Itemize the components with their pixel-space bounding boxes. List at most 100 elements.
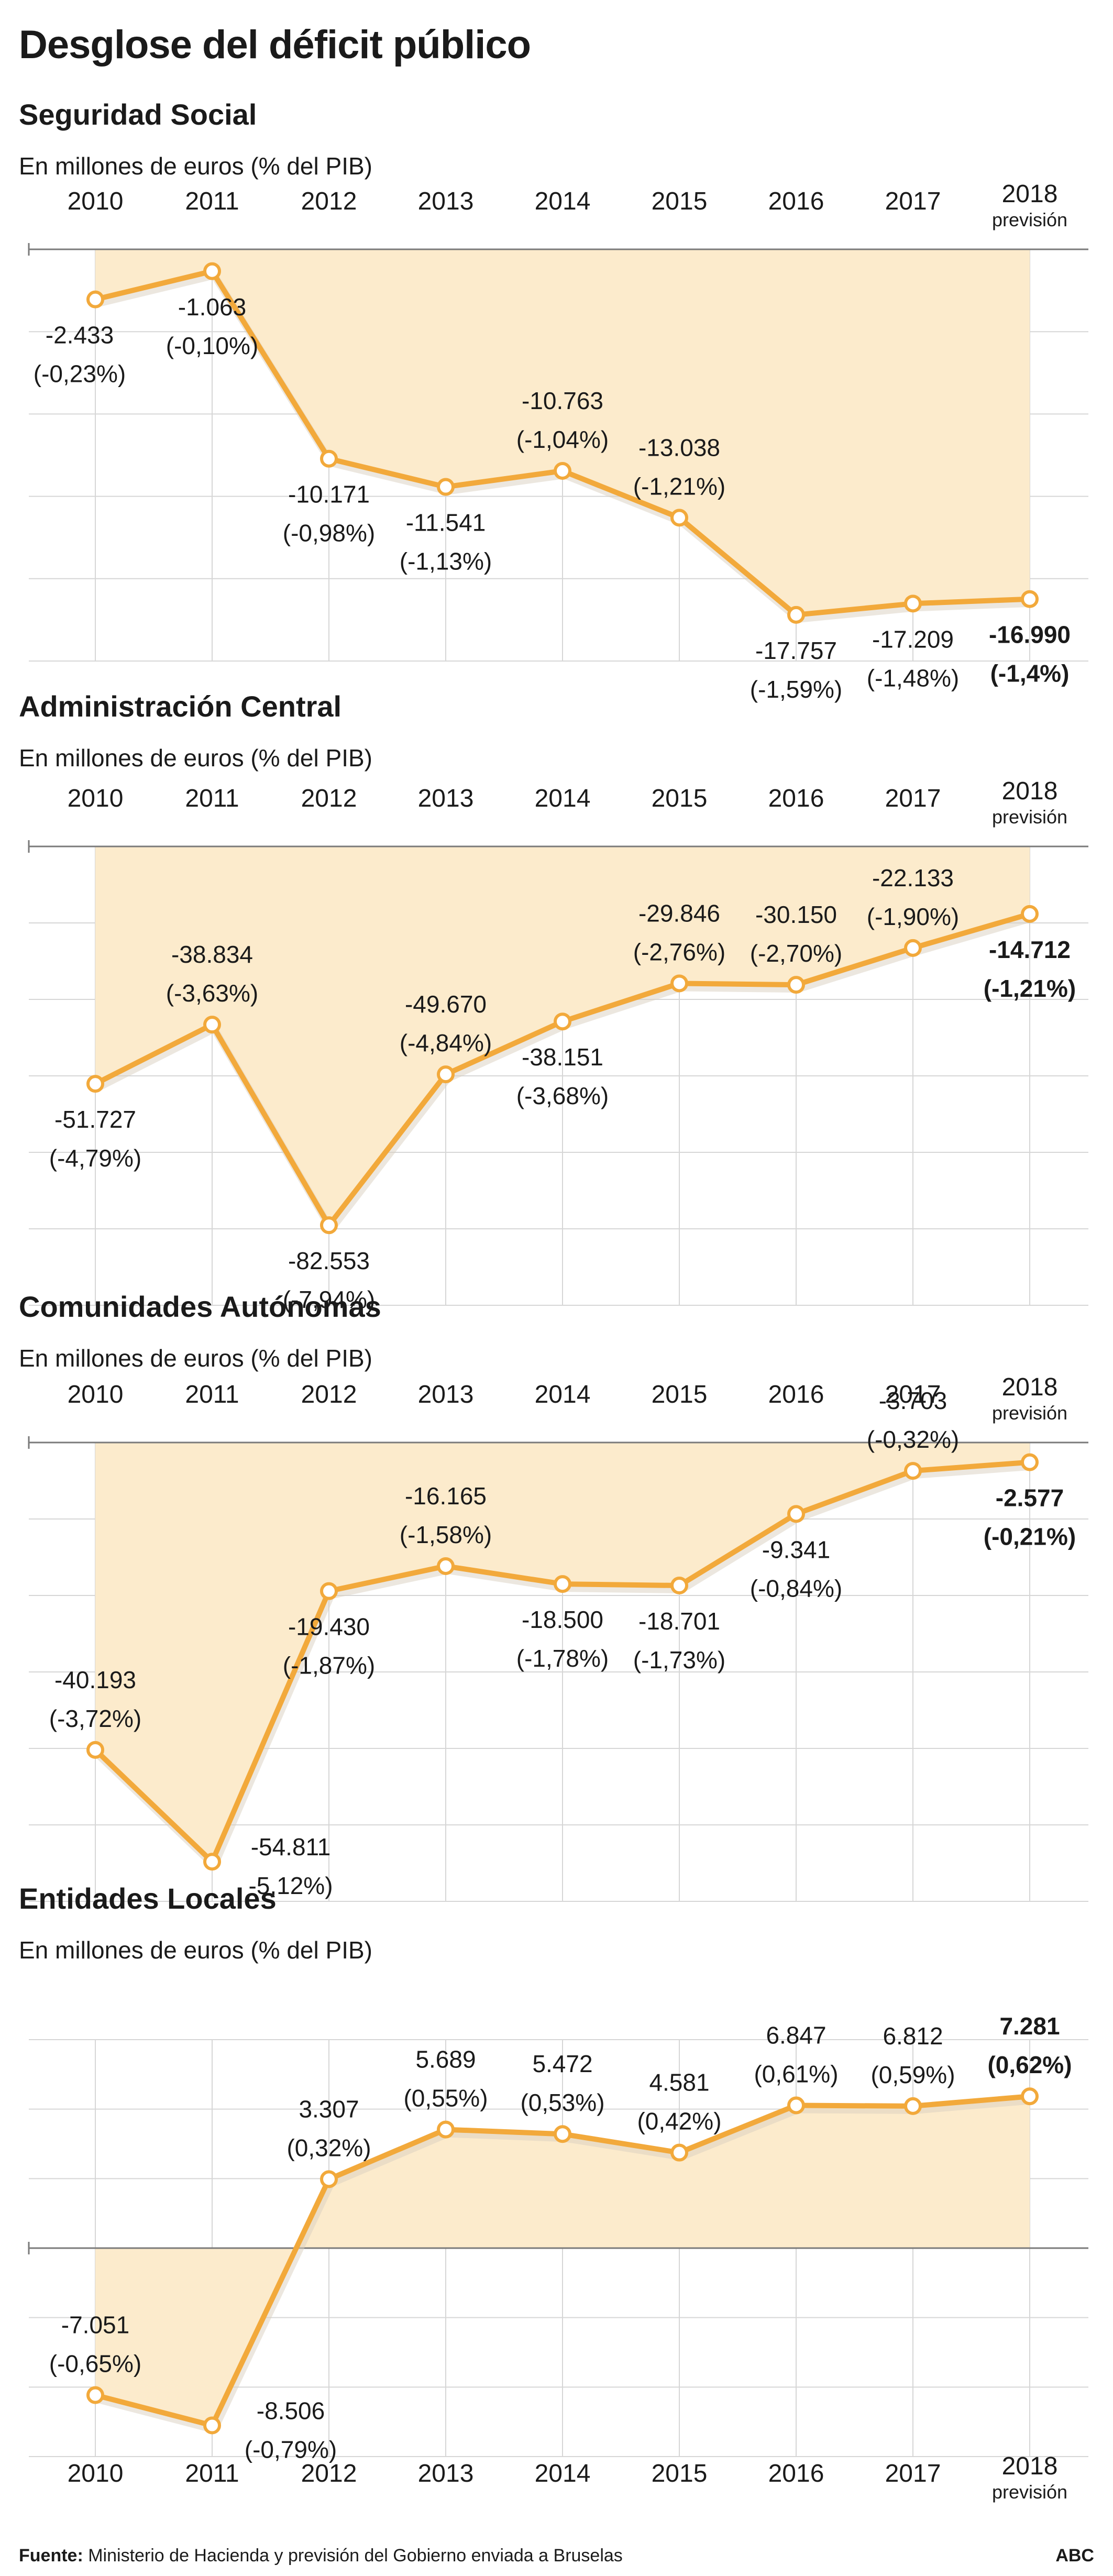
data-point [787, 976, 805, 994]
data-point [1021, 905, 1039, 923]
data-point [86, 1741, 104, 1759]
pct-label: (-0,10%) [166, 332, 258, 359]
value-label: -16.990 [989, 621, 1071, 648]
value-label: 7.281 [999, 2012, 1060, 2040]
panel-title: Seguridad Social [19, 98, 257, 131]
pct-label: (-3,68%) [516, 1082, 609, 1109]
year-tick-label: 2012 [301, 188, 357, 215]
area-fill [95, 1443, 1030, 1862]
year-tick-label: 2013 [418, 2460, 474, 2487]
data-point [203, 1016, 221, 1034]
pct-label: (0,53%) [520, 2089, 604, 2116]
panel-title: Comunidades Autónomas [19, 1290, 381, 1323]
value-label: -13.038 [638, 434, 720, 461]
data-point [437, 1065, 455, 1084]
year-tick-label: 2012 [301, 2460, 357, 2487]
year-tick-label: 2011 [185, 2460, 239, 2487]
pct-label: (-2,70%) [750, 940, 842, 967]
pct-label: (0,61%) [754, 2060, 838, 2087]
pct-label: (-1,48%) [867, 664, 959, 691]
data-point [1021, 1453, 1039, 1471]
year-tick-label: 2014 [535, 785, 591, 812]
area-fill [95, 2096, 1030, 2426]
pct-label: (-1,78%) [516, 1645, 609, 1672]
data-point [670, 2143, 688, 2162]
year-tick-label: 2011 [185, 188, 239, 215]
data-point [86, 290, 104, 309]
pct-label: (0,59%) [870, 2061, 955, 2088]
year-tick-label: 2016 [768, 2460, 824, 2487]
value-label: 3.307 [299, 2095, 359, 2122]
data-point [670, 974, 688, 993]
value-label: -3.703 [879, 1387, 947, 1414]
value-label: -18.701 [638, 1608, 720, 1635]
year-tick-label: 2014 [535, 2460, 591, 2487]
data-point [554, 1012, 571, 1031]
pct-label: (-1,21%) [633, 472, 725, 500]
value-label: 6.847 [766, 2021, 826, 2049]
year-sublabel: previsión [992, 209, 1067, 230]
year-tick-label: 2013 [418, 1381, 474, 1408]
year-tick-label: 2017 [885, 1381, 941, 1408]
year-tick-label: 2010 [68, 785, 124, 812]
data-point [203, 262, 221, 280]
data-point [437, 2120, 455, 2139]
year-tick-label: 2017 [885, 2460, 941, 2487]
value-label: 5.689 [415, 2046, 476, 2073]
pct-label: (-1,58%) [400, 1521, 492, 1548]
source-text: Ministerio de Hacienda y previsión del G… [88, 2546, 623, 2566]
pct-label: (0,55%) [403, 2085, 488, 2112]
data-point [904, 1462, 922, 1480]
pct-label: (-1,13%) [400, 548, 492, 575]
pct-label: -5,12%) [248, 1872, 333, 1899]
pct-label: (-1,59%) [750, 676, 842, 703]
year-tick-label: 2010 [68, 188, 124, 215]
data-point [1021, 2087, 1039, 2106]
brand-logo: ABC [1055, 2546, 1094, 2566]
pct-label: (-2,76%) [633, 938, 725, 965]
value-label: -38.151 [522, 1043, 603, 1071]
data-point [670, 1577, 688, 1595]
value-label: -82.553 [288, 1247, 370, 1274]
pct-label: (-1,04%) [516, 426, 609, 453]
pct-label: (-0,23%) [34, 360, 126, 388]
value-label: -9.341 [762, 1536, 830, 1563]
pct-label: (-1,73%) [633, 1646, 725, 1674]
value-label: -18.500 [522, 1606, 603, 1633]
data-point [670, 509, 688, 527]
year-sublabel: previsión [992, 806, 1067, 828]
pct-label: (-4,79%) [49, 1144, 141, 1172]
value-label: -51.727 [54, 1106, 136, 1133]
data-point [787, 2096, 805, 2115]
area-fill [95, 846, 1030, 1226]
data-point [320, 1216, 338, 1235]
value-label: -11.541 [406, 509, 486, 536]
value-label: -2.577 [996, 1484, 1064, 1512]
data-point [203, 2416, 221, 2435]
data-point [86, 1075, 104, 1093]
year-tick-label: 2018 [1002, 1373, 1058, 1401]
value-label: -54.811 [251, 1833, 331, 1861]
year-sublabel: previsión [992, 2481, 1067, 2503]
data-point [320, 2170, 338, 2188]
year-tick-label: 2015 [652, 785, 708, 812]
data-point [554, 1575, 571, 1593]
source-note: Fuente: Ministerio de Hacienda y previsi… [19, 2546, 623, 2566]
value-label: -30.150 [755, 901, 837, 928]
panel-subtitle: En millones de euros (% del PIB) [19, 1345, 372, 1372]
value-label: -16.165 [405, 1482, 487, 1510]
value-label: -38.834 [171, 941, 253, 968]
pct-label: (0,32%) [286, 2134, 371, 2161]
pct-label: (-0,98%) [283, 520, 375, 547]
panel-title: Entidades Locales [19, 1882, 277, 1915]
value-label: -17.757 [755, 637, 837, 664]
data-point [904, 939, 922, 957]
value-label: -29.846 [638, 899, 720, 927]
value-label: -49.670 [405, 990, 487, 1018]
data-point [1021, 590, 1039, 608]
pct-label: (-4,84%) [400, 1029, 492, 1056]
year-tick-label: 2015 [652, 2460, 708, 2487]
